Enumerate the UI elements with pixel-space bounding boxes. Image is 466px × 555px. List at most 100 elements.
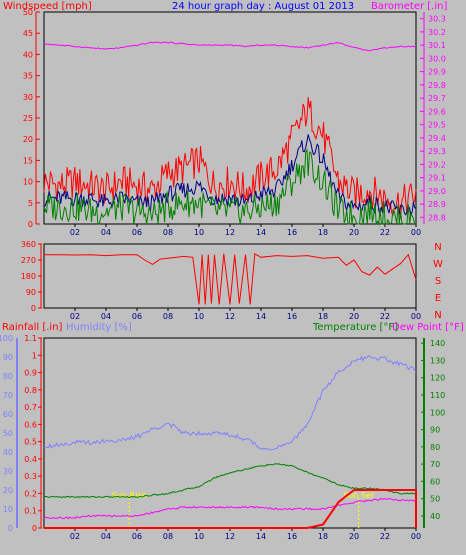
baro-axis-tick-label: 29.1	[428, 174, 446, 183]
baro-axis-tick-label: 29.9	[428, 68, 446, 77]
rainfall-axis-tick-label: 0	[32, 524, 37, 533]
direction-axis-tick-label: 180	[21, 272, 36, 281]
rainfall-axis-tick-label: 0.6	[24, 420, 37, 429]
rain-series-humidity	[43, 354, 417, 451]
wind-axis-tick-label: 5	[28, 199, 33, 208]
humidity-axis-tick-label: 70	[3, 391, 13, 400]
rain-series-rainfall	[44, 489, 417, 529]
wind-x-axis-label: 08	[163, 228, 173, 237]
rain-x-axis-label: 22	[380, 532, 390, 541]
direction-x-axis-label: 00	[411, 312, 421, 321]
wind-series-barometer	[43, 41, 417, 52]
humidity-axis-tick-label: 90	[3, 353, 13, 362]
sun-marker-label: Sun Rise	[112, 491, 147, 500]
rain-x-axis-label: 06	[132, 532, 142, 541]
direction-axis-tick-label: 0	[31, 304, 36, 313]
rain-x-axis-label: 12	[225, 532, 235, 541]
direction-x-axis-label: 14	[256, 312, 266, 321]
direction-compass-label: S	[435, 276, 441, 287]
temperature-axis-tick-label: 90	[430, 426, 440, 435]
direction-x-axis-label: 08	[163, 312, 173, 321]
rain-x-axis-label: 10	[194, 532, 204, 541]
wind-axis-tick-label: 10	[23, 178, 33, 187]
wind-x-axis-label: 10	[194, 228, 204, 237]
direction-x-axis-label: 10	[194, 312, 204, 321]
temperature-axis-tick-label: 50	[430, 495, 440, 504]
wind-axis-tick-label: 40	[23, 50, 33, 59]
baro-axis-tick-label: 29.6	[428, 107, 446, 116]
rain-x-axis-label: 00	[411, 532, 421, 541]
rainfall-axis-tick-label: 0.3	[24, 472, 37, 481]
humidity-axis-tick-label: 40	[3, 448, 13, 457]
temperature-axis-tick-label: 130	[430, 356, 445, 365]
wind-x-axis-label: 04	[101, 228, 111, 237]
direction-plot-frame	[43, 243, 417, 309]
baro-axis-tick-label: 29.8	[428, 81, 446, 90]
wind-axis-tick-label: 25	[23, 114, 33, 123]
temperature-axis-tick-label: 110	[430, 391, 445, 400]
wind-axis-tick-label: 0	[28, 220, 33, 229]
direction-axis-tick-label: 360	[21, 240, 36, 249]
wind-axis-tick-label: 20	[23, 135, 33, 144]
wind-x-axis-label: 16	[287, 228, 297, 237]
rainfall-axis-tick-label: 0.5	[24, 438, 37, 447]
wind-axis-tick-label: 50	[23, 8, 33, 17]
humidity-axis-tick-label: 20	[3, 486, 13, 495]
baro-axis-tick-label: 28.8	[428, 213, 446, 222]
wind-x-axis-label: 00	[411, 228, 421, 237]
direction-x-axis-label: 20	[349, 312, 359, 321]
wind-x-axis-label: 18	[318, 228, 328, 237]
rain-x-axis-label: 20	[349, 532, 359, 541]
rain-series-dewpoint	[43, 497, 417, 520]
rain-x-axis-label: 18	[318, 532, 328, 541]
wind-x-axis-label: 12	[225, 228, 235, 237]
wind-x-axis-label: 06	[132, 228, 142, 237]
baro-axis-tick-label: 30.1	[428, 41, 446, 50]
direction-x-axis-label: 18	[318, 312, 328, 321]
direction-x-axis-label: 02	[70, 312, 80, 321]
wind-axis-tick-label: 45	[23, 29, 33, 38]
rain-x-axis-label: 02	[70, 532, 80, 541]
direction-x-axis-label: 04	[101, 312, 111, 321]
direction-axis-tick-label: 270	[21, 256, 36, 265]
rainfall-axis-title: Rainfall [.in]	[2, 322, 63, 333]
rainfall-axis-tick-label: 0.2	[24, 489, 37, 498]
humidity-axis-title: Humidity [%]	[66, 322, 132, 333]
humidity-axis-tick-label: 10	[3, 505, 13, 514]
rainfall-axis-tick-label: 0.9	[24, 369, 37, 378]
rainfall-axis-tick-label: 0.4	[24, 455, 37, 464]
temperature-axis-tick-label: 140	[430, 339, 445, 348]
baro-axis-tick-label: 29.2	[428, 160, 446, 169]
humidity-axis-tick-label: 100	[0, 334, 13, 343]
rainfall-axis-tick-label: 1	[32, 351, 37, 360]
sun-marker-label: Sun Set	[343, 491, 374, 500]
direction-compass-label: N	[434, 310, 441, 321]
wind-axis-tick-label: 15	[23, 156, 33, 165]
humidity-axis-tick-label: 0	[8, 524, 13, 533]
temperature-axis-tick-label: 100	[430, 408, 445, 417]
rainfall-axis-tick-label: 1.1	[24, 334, 37, 343]
chart-layer: 0510152025303540455028.828.929.029.129.2…	[0, 8, 446, 541]
baro-axis-tick-label: 29.7	[428, 94, 446, 103]
wind-x-axis-label: 22	[380, 228, 390, 237]
temperature-axis-tick-label: 80	[430, 443, 440, 452]
rain-series-temperature	[43, 463, 417, 499]
wind-series-average	[43, 134, 417, 218]
baro-axis-tick-label: 29.3	[428, 147, 446, 156]
temperature-axis-tick-label: 120	[430, 374, 445, 383]
direction-compass-label: E	[435, 293, 441, 304]
humidity-axis-tick-label: 80	[3, 372, 13, 381]
rain-x-axis-label: 04	[101, 532, 111, 541]
humidity-axis-tick-label: 30	[3, 467, 13, 476]
direction-compass-label: N	[434, 242, 441, 253]
wind-series-speed	[43, 148, 417, 226]
temperature-axis-tick-label: 40	[430, 512, 440, 521]
baro-axis-tick-label: 29.5	[428, 121, 446, 130]
baro-axis-tick-label: 29.0	[428, 187, 446, 196]
direction-x-axis-label: 16	[287, 312, 297, 321]
direction-x-axis-label: 22	[380, 312, 390, 321]
temperature-axis-tick-label: 70	[430, 460, 440, 469]
dewpoint-axis-title: Dew Point [°F]	[392, 322, 464, 333]
barometer-axis-title: Barometer [.in]	[371, 1, 447, 12]
